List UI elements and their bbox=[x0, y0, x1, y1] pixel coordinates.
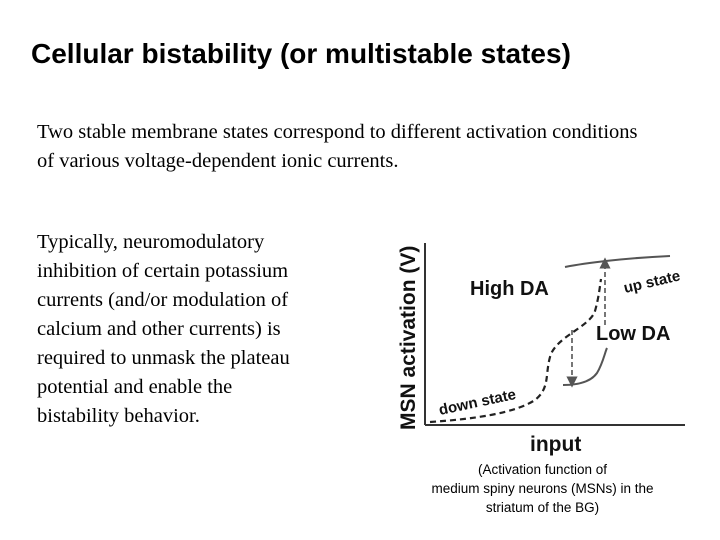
paragraph-line: inhibition of certain potassium bbox=[37, 260, 289, 282]
paragraph-line: bistability behavior. bbox=[37, 405, 200, 427]
caption-line: medium spiny neurons (MSNs) in the bbox=[431, 481, 654, 496]
down-state-label: down state bbox=[437, 386, 517, 419]
paragraph-line: Typically, neuromodulatory bbox=[37, 231, 265, 253]
figure-caption: (Activation function of medium spiny neu… bbox=[400, 460, 685, 517]
slide-title: Cellular bistability (or multistable sta… bbox=[31, 38, 571, 69]
paragraph-line: required to unmask the plateau bbox=[37, 347, 290, 369]
low-da-curve bbox=[429, 278, 603, 424]
y-axis-label: MSN activation (V) bbox=[397, 246, 420, 430]
neuromodulation-paragraph: Typically, neuromodulatory inhibition of… bbox=[37, 228, 347, 431]
paragraph-line: currents (and/or modulation of bbox=[37, 289, 289, 311]
caption-line: (Activation function of bbox=[477, 462, 608, 477]
high-da-label: High DA bbox=[470, 278, 549, 300]
high-da-curve bbox=[562, 347, 608, 386]
intro-paragraph: Two stable membrane states correspond to… bbox=[37, 121, 638, 172]
activation-function-figure: MSN activation (V) input High DA Low DA … bbox=[397, 243, 685, 456]
caption-line: striatum of the BG) bbox=[485, 500, 600, 515]
up-state-label: up state bbox=[622, 267, 682, 297]
high-da-upper-curve bbox=[564, 255, 671, 268]
low-da-label: Low DA bbox=[596, 323, 670, 345]
paragraph-line: potential and enable the bbox=[37, 376, 233, 398]
paragraph-line: calcium and other currents) is bbox=[37, 318, 281, 340]
x-axis-label: input bbox=[530, 433, 581, 456]
